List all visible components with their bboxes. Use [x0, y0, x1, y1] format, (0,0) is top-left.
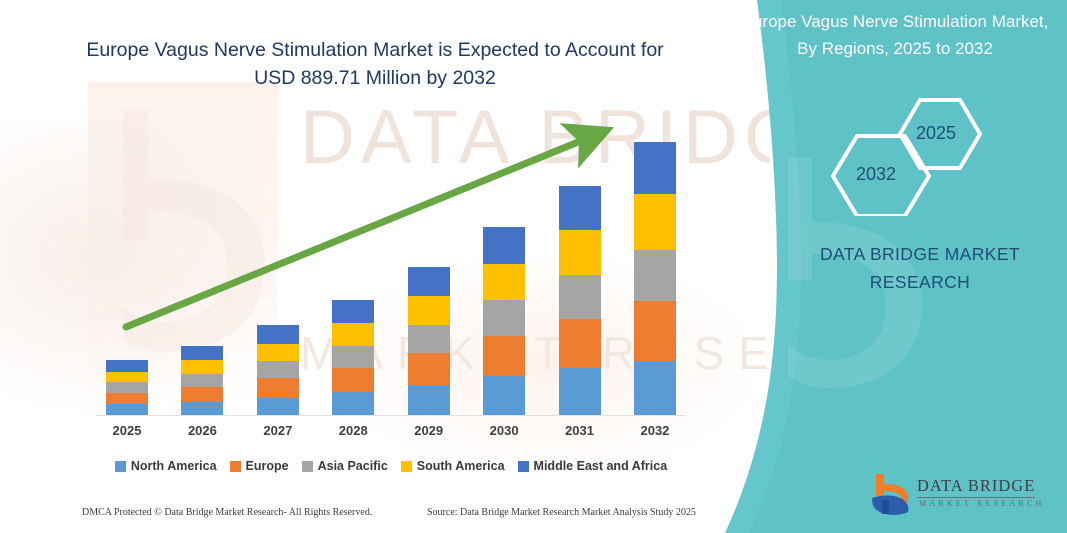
chart-legend: North America Europe Asia Pacific South Ame… [96, 459, 686, 473]
bar-segment [558, 275, 601, 319]
bar-segment [256, 343, 299, 362]
bar-segment [407, 266, 450, 297]
bar-segment [256, 325, 299, 344]
legend-swatch-icon [517, 460, 529, 472]
bar-segment [181, 345, 224, 361]
x-axis-label: 2032 [640, 423, 670, 438]
bar-segment [256, 378, 299, 398]
bar-segment [633, 250, 676, 302]
bar-segment [106, 371, 148, 383]
bar-segment [558, 318, 601, 368]
bar-segment [332, 345, 375, 368]
bar-segment [407, 296, 450, 326]
x-axis-label: 2025 [112, 423, 142, 438]
legend-swatch-icon [400, 460, 412, 472]
left-chart-panel: DATA BRIDGE MARKET RESEARCH Europe Vagus… [0, 39, 770, 533]
bar-column [558, 120, 601, 416]
bar-column [633, 120, 676, 416]
legend-label: Asia Pacific [317, 459, 388, 473]
legend-label: Middle East and Africa [533, 459, 668, 473]
bar-segment [181, 401, 224, 416]
bar-segment [332, 323, 375, 346]
bar-column [332, 120, 375, 416]
bar-segment [483, 226, 526, 264]
x-axis-label: 2028 [338, 423, 368, 438]
bar-segment [256, 361, 299, 379]
footer: DMCA Protected © Data Bridge Market Rese… [0, 507, 770, 533]
x-axis-line [96, 415, 686, 416]
legend-label: South America [416, 459, 505, 473]
bar-segment [106, 360, 148, 372]
x-axis-label: 2027 [263, 423, 293, 438]
bar-segment [106, 404, 148, 416]
bar-segment [558, 186, 601, 230]
bar-segment [483, 376, 526, 416]
bar-column [483, 120, 526, 416]
bar-segment [181, 373, 224, 388]
x-axis-label: 2029 [414, 423, 444, 438]
databridge-logo-icon [872, 474, 909, 515]
logo-text-primary: DATA BRIDGE [917, 476, 1036, 495]
watermark-text-line2: MARKET RESEARCH [300, 327, 770, 379]
bar-segment [558, 229, 601, 276]
bar-segment [106, 392, 148, 405]
hexagon-label-2025: 2025 [916, 123, 957, 143]
brand-logo: DATA BRIDGE MARKET RESEARCH [870, 472, 1041, 518]
bar-segment [558, 367, 601, 416]
bar-segment [407, 385, 450, 416]
x-axis-label: 2031 [565, 423, 594, 438]
legend-item[interactable]: North America [114, 459, 217, 473]
stacked-bar-chart [96, 120, 686, 416]
right-panel-brand-text: DATA BRIDGE MARKET RESEARCH [819, 244, 1021, 292]
bar-segment [181, 387, 224, 402]
bar-column [407, 120, 450, 416]
hexagon-group: 2025 2032 [825, 96, 995, 218]
legend-label: Europe [245, 459, 289, 473]
bar-segment [483, 300, 526, 336]
bar-group [96, 120, 686, 416]
bar-segment [106, 382, 148, 393]
right-panel-title: Europe Vagus Nerve Stimulation Market, B… [741, 12, 1049, 58]
x-axis-label: 2030 [489, 423, 519, 438]
hexagon-label-2032: 2032 [856, 164, 897, 184]
bar-segment [332, 300, 375, 324]
x-axis-labels: 2025 2026 2027 2028 2029 2030 2031 2032 [96, 423, 686, 438]
bar-segment [633, 361, 676, 416]
footer-source: Source: Data Bridge Market Research Mark… [427, 507, 696, 518]
bar-segment [332, 391, 375, 416]
legend-swatch-icon [301, 460, 313, 472]
bar-segment [332, 367, 375, 392]
bar-segment [407, 353, 450, 386]
legend-label: North America [130, 459, 217, 473]
x-axis-label: 2026 [187, 423, 217, 438]
hexagon-shapes-icon [830, 98, 983, 218]
legend-swatch-icon [229, 460, 241, 472]
logo-divider [917, 497, 1035, 498]
logo-text-secondary: MARKET RESEARCH [919, 499, 1045, 508]
bar-segment [256, 397, 299, 416]
footer-copyright: DMCA Protected © Data Bridge Market Rese… [82, 507, 373, 518]
bar-column [106, 120, 148, 416]
legend-item[interactable]: Middle East and Africa [517, 459, 668, 473]
page-title: Europe Vagus Nerve Stimulation Market is… [86, 39, 664, 89]
bar-segment [633, 142, 676, 195]
legend-item[interactable]: South America [400, 459, 505, 473]
bar-segment [483, 263, 526, 301]
bar-segment [407, 325, 450, 354]
legend-item[interactable]: Europe [229, 459, 289, 473]
bar-segment [633, 301, 676, 362]
bar-column [181, 120, 224, 416]
legend-swatch-icon [114, 460, 126, 472]
legend-item[interactable]: Asia Pacific [301, 459, 388, 473]
bar-segment [633, 194, 676, 251]
bar-segment [483, 335, 526, 377]
bar-segment [181, 360, 224, 374]
bar-column [256, 120, 299, 416]
